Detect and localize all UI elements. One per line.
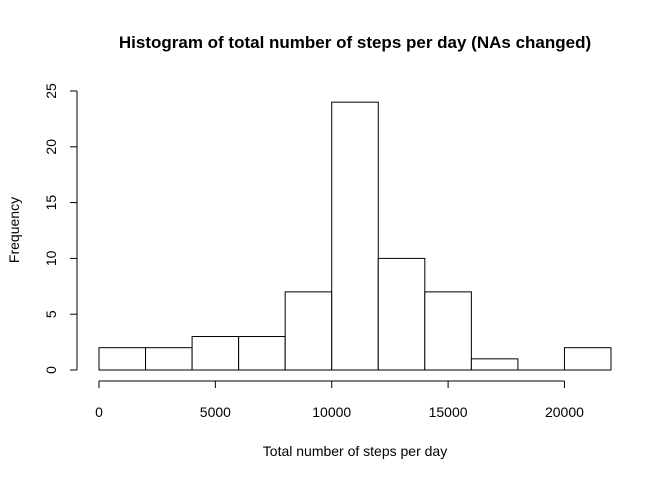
y-tick-label-5: 25 — [43, 83, 59, 99]
histogram-bar-4 — [284, 291, 333, 371]
y-tick-label-3: 15 — [43, 195, 59, 211]
y-tick-label-2: 10 — [43, 250, 59, 266]
histogram-bar-8 — [470, 358, 519, 371]
y-tick-label-1: 5 — [43, 310, 59, 318]
y-axis-label: Frequency — [6, 197, 22, 263]
x-tick-label-4: 20000 — [545, 404, 584, 420]
histogram-bar-3 — [238, 336, 286, 371]
y-tick-label-4: 20 — [43, 139, 59, 155]
histogram-bar-5 — [331, 101, 379, 371]
x-axis-label: Total number of steps per day — [263, 443, 447, 459]
y-tick-label-0: 0 — [43, 366, 59, 374]
histogram-bar-7 — [424, 291, 472, 371]
histogram-bar-6 — [377, 257, 426, 371]
histogram-bar-10 — [563, 347, 612, 371]
y-axis: 0 5 10 15 20 25 — [43, 83, 78, 374]
histogram-bar-0 — [98, 347, 147, 371]
x-tick-label-1: 5000 — [200, 404, 231, 420]
x-tick-label-3: 15000 — [429, 404, 468, 420]
bars-group — [98, 101, 612, 371]
histogram-bar-2 — [191, 336, 240, 371]
histogram-bar-1 — [145, 347, 193, 371]
chart-title: Histogram of total number of steps per d… — [119, 33, 591, 52]
x-tick-label-2: 10000 — [312, 404, 351, 420]
x-axis: 0 5000 10000 15000 20000 — [95, 380, 584, 420]
x-tick-label-0: 0 — [95, 404, 103, 420]
